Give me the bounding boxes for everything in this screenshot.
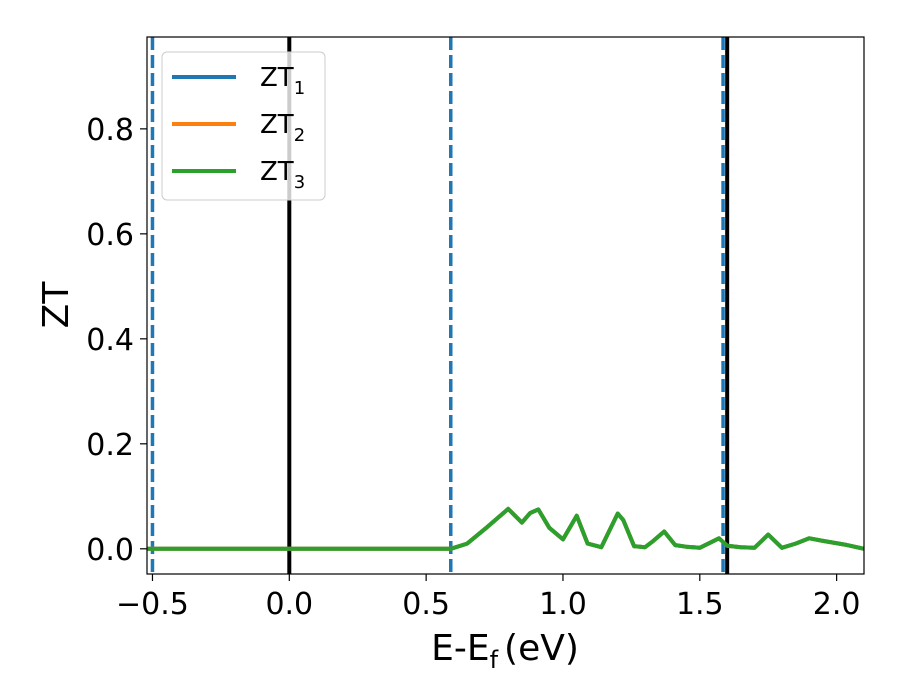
x-tick-label: 1.5 (676, 587, 724, 622)
x-axis-label: E-Ef (eV) (431, 628, 579, 674)
plot-frame (146, 36, 865, 575)
x-tick-label: 0.0 (265, 587, 313, 622)
x-tick-label: 2.0 (813, 587, 861, 622)
series-line-zt2 (147, 506, 864, 551)
legend-box (161, 51, 326, 201)
y-axis-ticks: 0.0 0.2 0.4 0.6 0.8 (86, 113, 147, 568)
series-line-zt1 (147, 506, 864, 551)
y-tick-label: 0.8 (86, 113, 134, 148)
legend: ZT1 ZT2 ZT3 (161, 51, 326, 201)
x-tick-label: 0.5 (402, 587, 450, 622)
legend-label-zt2: ZT2 (260, 110, 305, 146)
legend-label-zt1: ZT1 (260, 63, 305, 99)
y-tick-label: 0.4 (86, 323, 134, 358)
x-axis-ticks: −0.5 0.0 0.5 1.0 1.5 2.0 (116, 574, 860, 622)
y-tick-label: 0.0 (86, 533, 134, 568)
legend-label-zt3: ZT3 (260, 157, 305, 193)
x-tick-label: 1.0 (539, 587, 587, 622)
series-line-zt3 (147, 506, 864, 551)
y-tick-label: 0.6 (86, 218, 134, 253)
x-tick-label: −0.5 (116, 587, 189, 622)
series-lines (147, 506, 864, 551)
y-tick-label: 0.2 (86, 428, 134, 463)
y-axis-label: ZT (36, 281, 77, 329)
